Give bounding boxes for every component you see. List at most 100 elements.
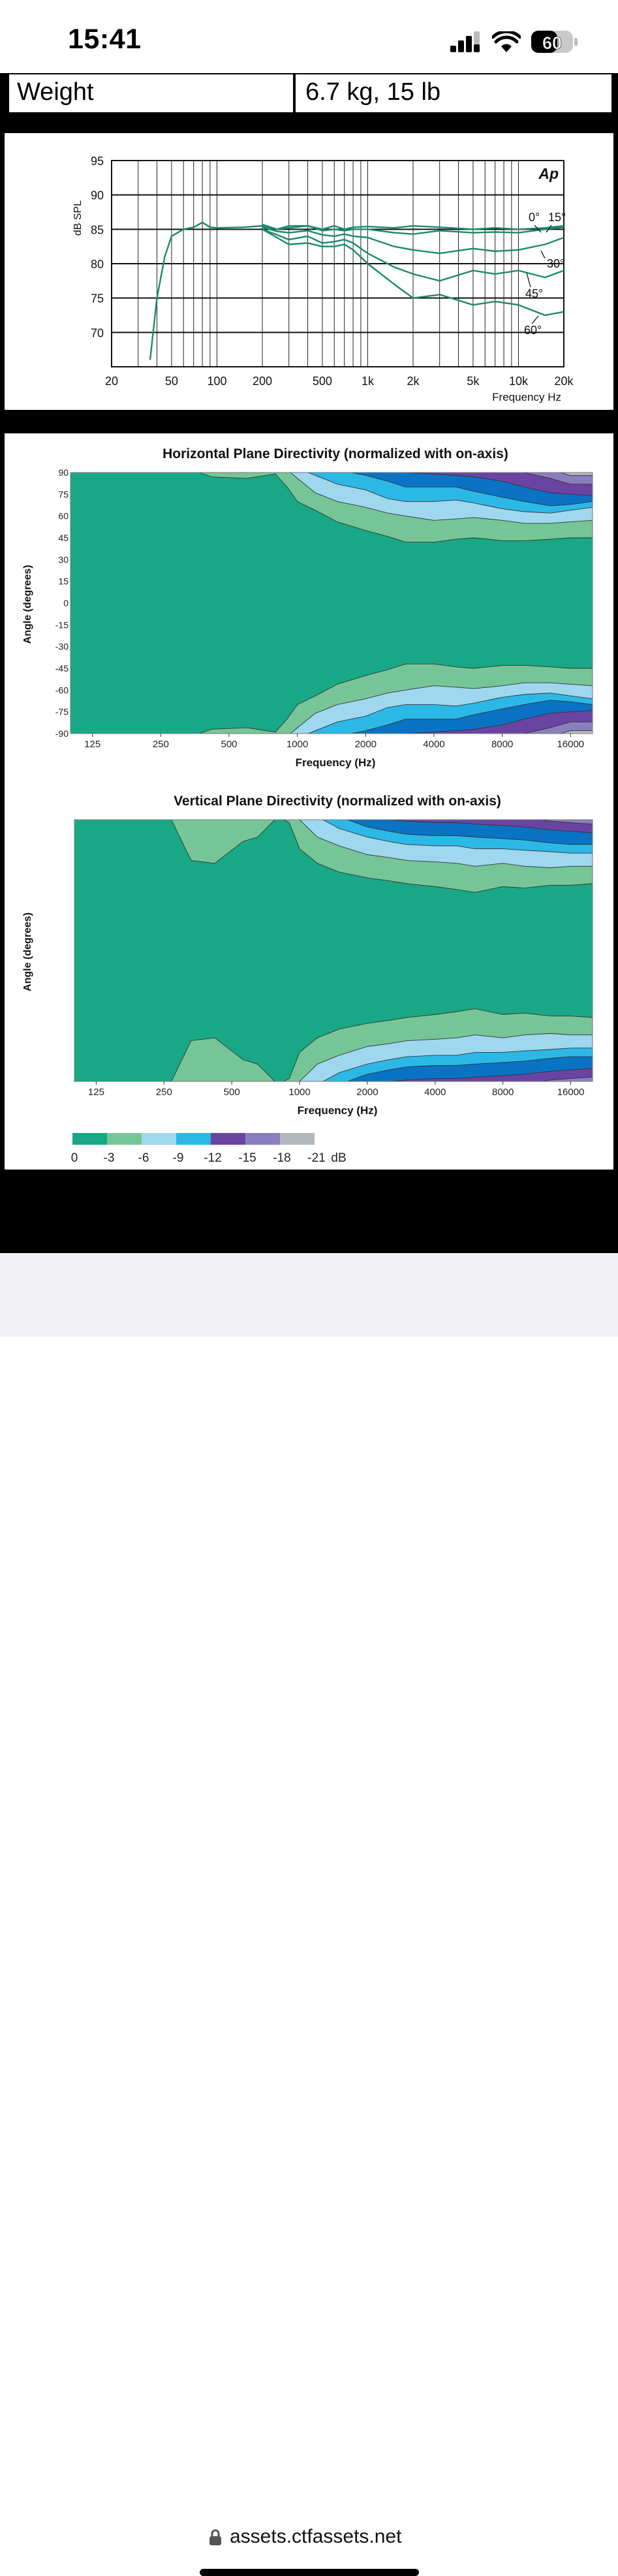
y-tick-label: 0 xyxy=(63,598,69,608)
series-leader-line xyxy=(534,225,542,233)
y-tick-label: 90 xyxy=(91,189,104,202)
contour-band-upper xyxy=(540,820,593,825)
y-tick-label: 30 xyxy=(58,554,69,565)
legend-swatch xyxy=(211,1133,245,1145)
series-leader-line xyxy=(531,315,539,324)
legend-label: -9 xyxy=(173,1151,184,1165)
series-line-3 xyxy=(262,228,564,282)
x-tick-label: 500 xyxy=(313,375,332,388)
series-line-4 xyxy=(262,228,564,317)
y-tick-label: 60 xyxy=(58,511,69,521)
y-tick-label: 90 xyxy=(58,467,69,478)
lock-icon xyxy=(209,2529,221,2545)
plot-frame xyxy=(111,160,564,367)
legend-swatch xyxy=(142,1133,176,1145)
x-tick-label: 250 xyxy=(153,739,169,750)
home-indicator[interactable] xyxy=(200,2569,419,2576)
heatmap-fill xyxy=(74,813,593,1081)
battery-level: 60 xyxy=(542,33,562,53)
x-tick-label: 125 xyxy=(88,1087,104,1098)
ap-logo: Ap xyxy=(538,165,559,182)
series-line-0 xyxy=(149,221,564,360)
x-tick-label: 4000 xyxy=(424,1087,446,1098)
y-tick-label: 85 xyxy=(91,223,104,236)
y-tick-label: 80 xyxy=(91,258,104,271)
status-bar: 15:41 60 xyxy=(0,0,618,73)
x-tick-label: 8000 xyxy=(491,739,513,750)
browser-address-bar[interactable]: assets.ctfassets.net xyxy=(0,1253,618,2576)
y-tick-label: -15 xyxy=(55,619,69,630)
contour-band-lower xyxy=(404,709,593,734)
legend-label: -15 xyxy=(238,1151,256,1165)
status-time: 15:41 xyxy=(68,23,142,55)
legend-label: 0 xyxy=(71,1151,78,1165)
legend-label: -21 xyxy=(307,1151,325,1165)
url-text[interactable]: assets.ctfassets.net xyxy=(230,2526,402,2547)
spec-label: Weight xyxy=(17,78,94,106)
x-tick-label: 250 xyxy=(156,1087,172,1098)
frequency-response-chart: 70 75 80 85 90 95 20 50 100 200 500 1k 2k 5k 10k 20k Fre… xyxy=(72,155,574,403)
legend-unit: dB xyxy=(331,1151,346,1165)
y-axis-label: dB SPL xyxy=(72,200,84,236)
x-tick-label: 4000 xyxy=(423,739,444,750)
frequency-response-panel: 70 75 80 85 90 95 20 50 100 200 500 1k 2k 5k 10k 20k Fre… xyxy=(5,133,613,410)
x-axis-label: Frequency (Hz) xyxy=(296,756,376,769)
x-tick-label: 200 xyxy=(253,375,272,388)
x-tick-label: 500 xyxy=(224,1087,240,1098)
x-tick-label: 50 xyxy=(165,375,178,388)
x-tick-label: 16000 xyxy=(557,739,584,750)
series-leader-line xyxy=(526,272,531,288)
legend-swatch xyxy=(280,1133,315,1145)
x-tick-label: 2000 xyxy=(355,739,377,750)
spec-table-row xyxy=(7,74,611,114)
series-label: 15° xyxy=(548,211,566,224)
y-tick-label: -45 xyxy=(55,663,69,674)
series-label: 0° xyxy=(529,211,540,224)
x-axis-label: Frequency (Hz) xyxy=(298,1104,378,1117)
table-border xyxy=(7,74,9,112)
y-axis-label: Angle (degrees) xyxy=(22,565,33,644)
y-tick-label: 15 xyxy=(58,576,69,587)
table-cell-divider xyxy=(293,74,296,112)
legend-swatch xyxy=(72,1133,107,1145)
legend-swatch xyxy=(245,1133,280,1145)
y-tick-label: -30 xyxy=(55,642,69,652)
x-tick-label: 1000 xyxy=(288,1087,310,1098)
plot-frame xyxy=(70,472,593,734)
y-tick-label: 75 xyxy=(58,489,69,499)
x-tick-label: 2k xyxy=(407,375,420,388)
x-tick-label: 20k xyxy=(554,375,574,388)
series-label: 30° xyxy=(547,257,564,270)
wifi-icon xyxy=(492,31,521,52)
y-tick-label: 45 xyxy=(58,533,69,543)
x-tick-label: 500 xyxy=(221,739,237,750)
chart-title: Vertical Plane Directivity (normalized w… xyxy=(174,794,501,809)
x-tick-label: 100 xyxy=(207,375,226,388)
x-tick-label: 125 xyxy=(84,739,100,750)
chart-title: Horizontal Plane Directivity (normalized… xyxy=(162,446,508,461)
series-line-1 xyxy=(262,223,564,235)
x-axis-label: Frequency Hz xyxy=(492,391,561,403)
contour-band-upper xyxy=(74,813,593,817)
spec-value: 6.7 kg, 15 lb xyxy=(305,78,441,106)
heatmap-fill xyxy=(70,473,593,734)
y-tick-label: 70 xyxy=(91,326,104,339)
y-tick-label: -75 xyxy=(55,707,69,717)
y-tick-label: -60 xyxy=(55,685,69,695)
directivity-charts: Horizontal Plane Directivity (normalized… xyxy=(22,446,593,1165)
contour-band-upper xyxy=(388,820,593,833)
plot-frame xyxy=(74,819,593,1082)
legend-swatch xyxy=(107,1133,142,1145)
y-tick-label: -90 xyxy=(55,728,69,739)
series-label: 45° xyxy=(525,287,543,300)
series-line-2 xyxy=(262,226,564,255)
legend-label: -12 xyxy=(204,1151,221,1165)
y-axis-label: Angle (degrees) xyxy=(22,912,33,991)
legend-label: -3 xyxy=(104,1151,115,1165)
legend-label: -18 xyxy=(273,1151,290,1165)
x-tick-label: 1k xyxy=(362,375,375,388)
cellular-signal-icon xyxy=(450,31,480,52)
series-leader-line xyxy=(540,250,546,259)
legend-swatch xyxy=(176,1133,211,1145)
contour-band-upper xyxy=(404,473,593,497)
